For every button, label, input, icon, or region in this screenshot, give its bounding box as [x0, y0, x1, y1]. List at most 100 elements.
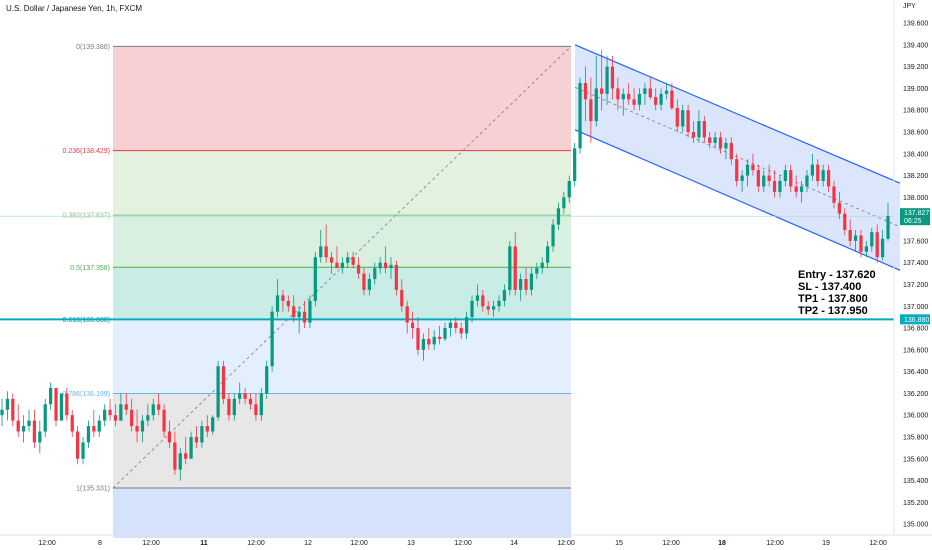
- candle: [194, 426, 199, 448]
- candle: [551, 219, 555, 252]
- candle: [621, 88, 625, 116]
- candle: [65, 387, 69, 421]
- candle-body: [130, 409, 134, 427]
- candle: [86, 420, 91, 448]
- candle: [848, 219, 852, 247]
- level-price-badge: [900, 314, 930, 325]
- candle-body: [713, 137, 717, 143]
- candle: [492, 300, 496, 318]
- candle-body: [816, 164, 820, 182]
- candle: [783, 164, 787, 187]
- price-tick-label: 139.000: [903, 86, 928, 93]
- candle: [146, 404, 150, 427]
- price-tick-label: 135.800: [903, 434, 928, 441]
- candle-body: [686, 110, 690, 132]
- candle-body: [49, 387, 53, 405]
- candle: [270, 306, 274, 372]
- candle: [821, 164, 825, 187]
- candle-body: [664, 90, 669, 94]
- candle: [0, 398, 4, 427]
- candle-body: [616, 88, 620, 100]
- candle: [464, 311, 469, 339]
- price-tick-label: 138.400: [903, 151, 928, 158]
- candle: [799, 181, 804, 203]
- price-tick-label: 139.600: [903, 21, 928, 28]
- candle: [340, 257, 344, 274]
- candle-body: [389, 264, 393, 269]
- candle: [470, 295, 474, 323]
- candle-body: [70, 415, 74, 432]
- candle-body: [681, 110, 685, 127]
- candle-body: [108, 409, 112, 416]
- candle: [378, 257, 382, 274]
- candle: [718, 131, 723, 154]
- candle: [383, 246, 388, 274]
- candle-body: [5, 398, 10, 410]
- candle-body: [394, 264, 398, 290]
- candle: [265, 360, 269, 399]
- price-tick-label: 137.000: [903, 304, 928, 311]
- candle: [324, 224, 328, 263]
- time-tick-label: 12:00: [766, 540, 784, 547]
- fib-zone: [113, 46, 571, 151]
- candle-body: [11, 398, 15, 421]
- candle: [691, 121, 696, 143]
- candle-body: [421, 338, 426, 350]
- candle-body: [740, 175, 744, 182]
- candle: [308, 295, 312, 329]
- candle: [600, 50, 604, 111]
- candle: [502, 284, 507, 307]
- candle-body: [97, 420, 101, 432]
- candle-body: [216, 366, 220, 418]
- candle-body: [805, 175, 809, 187]
- candle-body: [535, 268, 539, 274]
- candle: [32, 409, 37, 448]
- candle-body: [459, 328, 463, 334]
- candle: [54, 387, 58, 427]
- candle-body: [248, 398, 253, 405]
- candle: [632, 88, 636, 111]
- candle: [103, 404, 107, 427]
- fib-level-label: 0.236(138.429): [63, 148, 110, 155]
- candle: [756, 164, 760, 192]
- price-tick-label: 138.800: [903, 108, 928, 115]
- candle: [772, 170, 777, 198]
- candle-body: [675, 108, 679, 127]
- candle-body: [886, 215, 890, 239]
- candle-body: [119, 404, 123, 421]
- candle-body: [848, 230, 852, 241]
- candle: [519, 273, 523, 301]
- candle: [708, 131, 712, 149]
- candle-body: [243, 393, 247, 399]
- channel-upper-line: [574, 44, 901, 184]
- price-tick-label: 136.600: [903, 347, 928, 354]
- candle-body: [454, 322, 458, 329]
- candle-body: [373, 268, 377, 280]
- candle: [389, 257, 393, 280]
- candle-body: [875, 232, 879, 258]
- candle-body: [464, 317, 469, 334]
- candle-body: [594, 88, 598, 122]
- candle-body: [772, 181, 777, 192]
- candle-body: [832, 186, 836, 203]
- candle-body: [81, 442, 85, 459]
- candle-body: [59, 393, 64, 421]
- candle: [410, 311, 415, 339]
- candle-body: [254, 404, 258, 416]
- candle: [573, 142, 577, 187]
- candle: [540, 257, 544, 274]
- candle-body: [86, 426, 91, 443]
- candle: [643, 82, 647, 105]
- candle-body: [605, 66, 609, 94]
- candle: [76, 426, 80, 465]
- candle-body: [227, 398, 231, 416]
- candle: [140, 415, 145, 443]
- candle-body: [659, 93, 663, 105]
- candle-body: [486, 306, 490, 310]
- candle-body: [410, 322, 415, 329]
- candle-body: [351, 257, 355, 265]
- candle-body: [789, 170, 793, 187]
- candle: [373, 262, 377, 285]
- candle: [205, 415, 209, 437]
